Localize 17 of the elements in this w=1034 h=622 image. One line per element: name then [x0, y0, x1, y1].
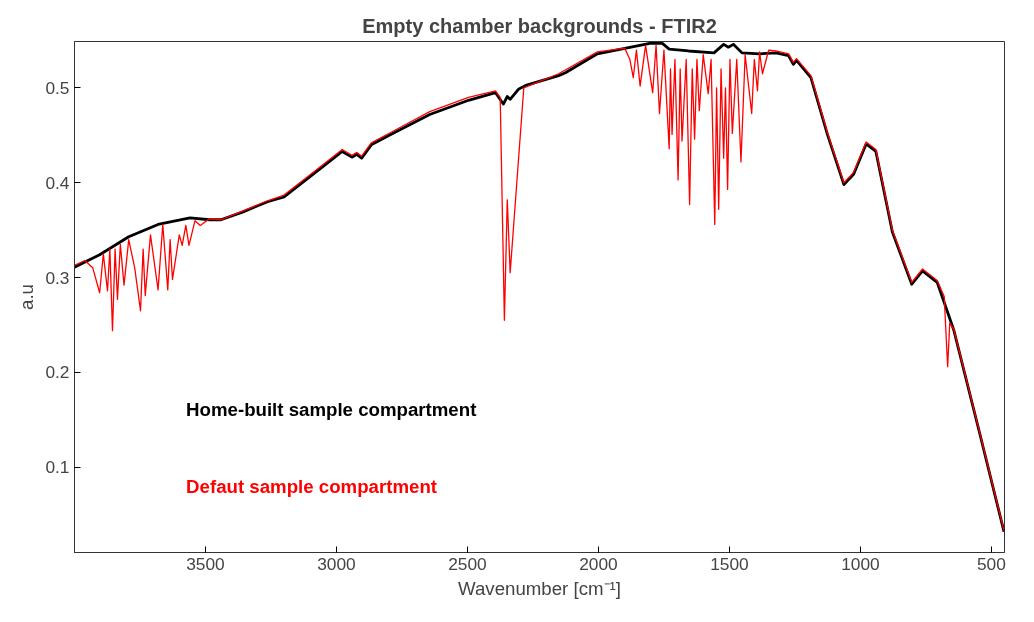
x-tick-label: 3000: [317, 553, 356, 574]
x-tick-label: 1500: [710, 553, 749, 574]
x-tick-label: 2500: [448, 553, 487, 574]
text: Defaut sample compartment: [186, 475, 437, 497]
y-tick-label: 0.2: [45, 362, 70, 383]
y-tick-label: 0.4: [45, 172, 70, 193]
x-tick-label: 500: [976, 553, 1006, 574]
x-tick-label: 2000: [579, 553, 618, 574]
x-tick-label: 3500: [186, 553, 225, 574]
y-axis-title: a.u: [16, 284, 38, 310]
y-tick-label: 0.5: [45, 77, 70, 98]
x-tick-label: 1000: [841, 553, 880, 574]
x-axis-title: Wavenumber [cm⁻¹]: [458, 577, 621, 599]
text: Home-built sample compartment: [186, 398, 477, 420]
y-tick-label: 0.1: [45, 457, 70, 478]
chart-title: Empty chamber backgrounds - FTIR2: [362, 14, 717, 37]
y-tick-label: 0.3: [45, 267, 70, 288]
